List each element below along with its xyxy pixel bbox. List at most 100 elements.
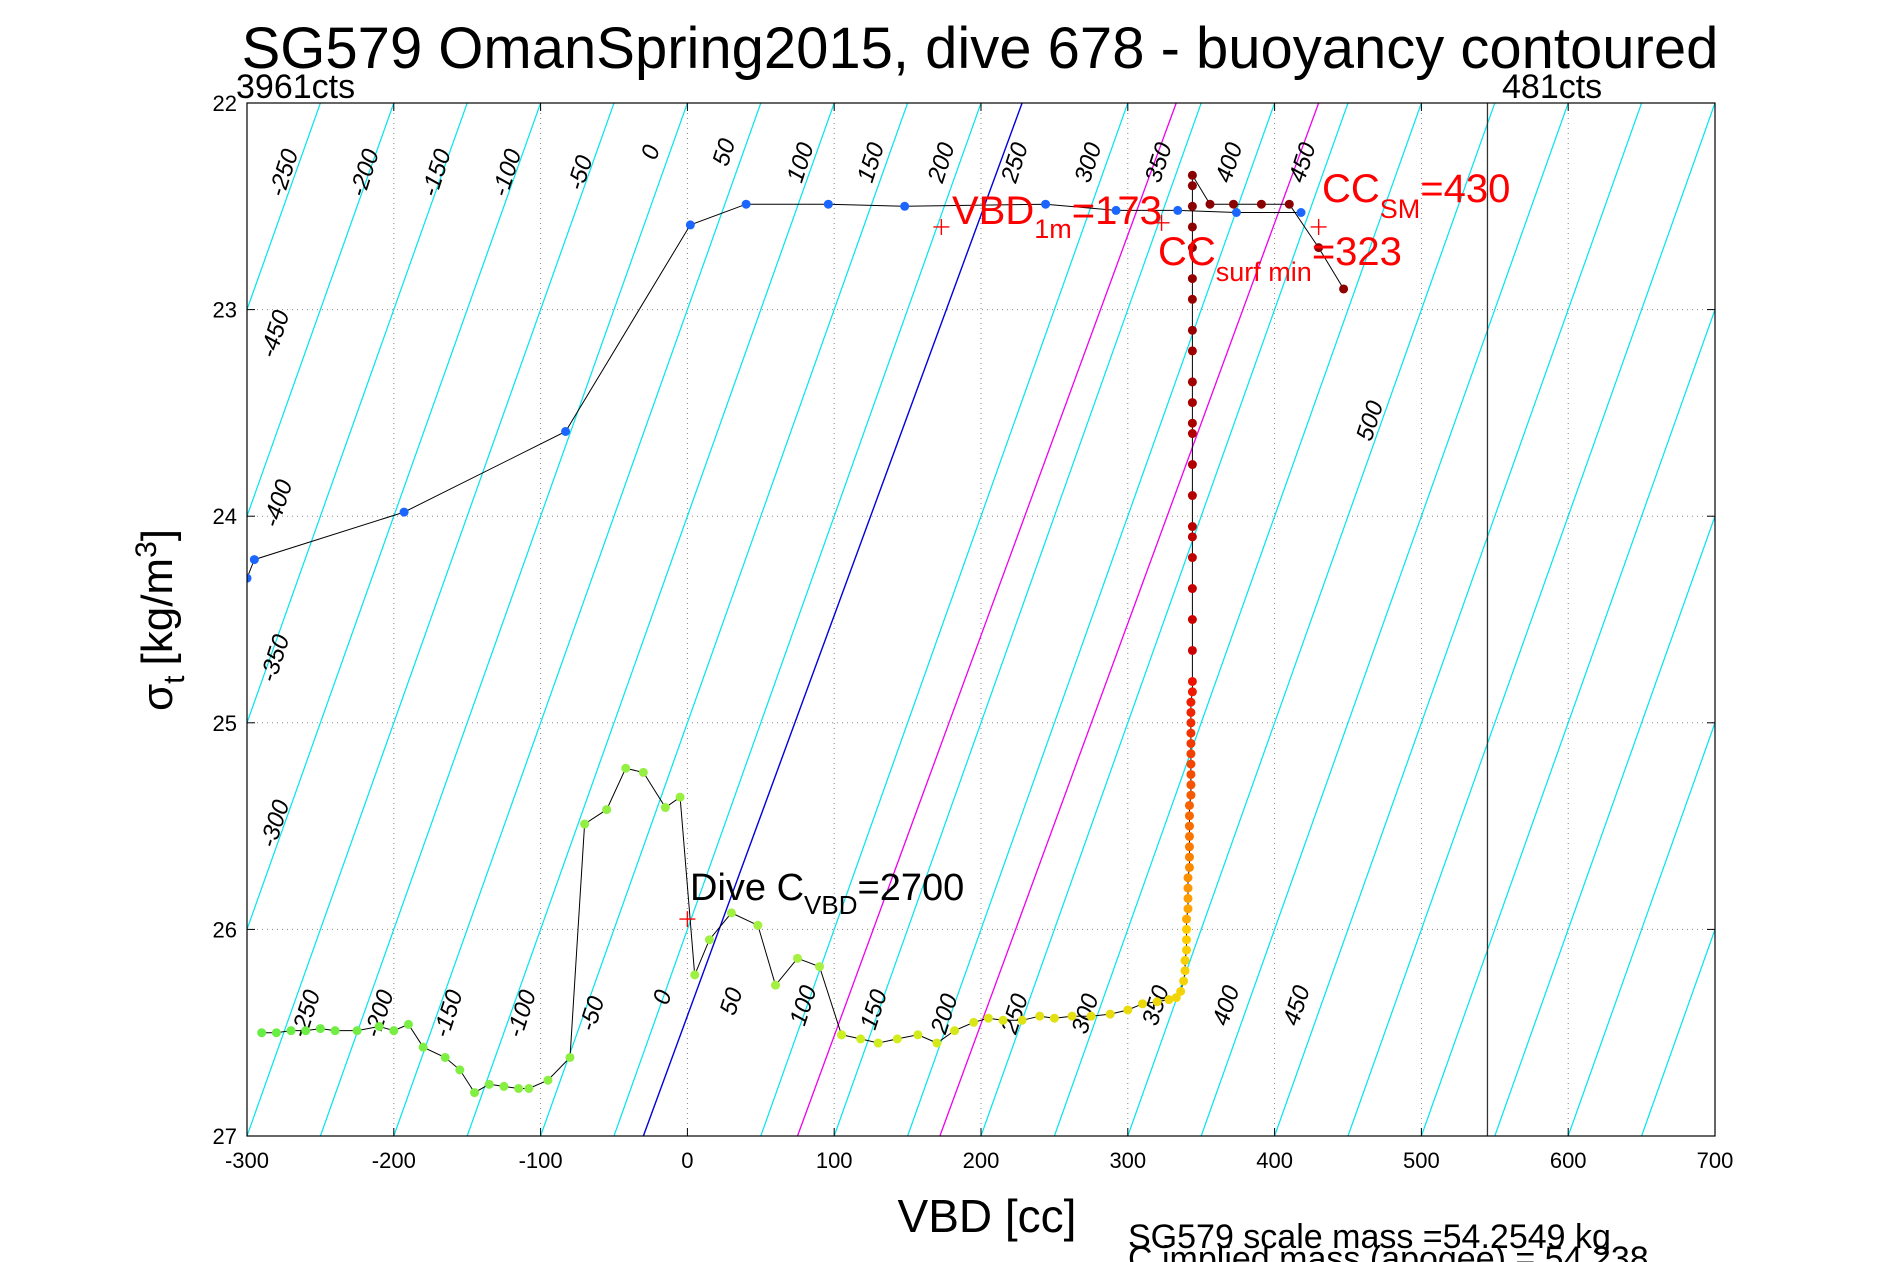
data-point bbox=[1041, 199, 1051, 209]
data-point bbox=[621, 763, 631, 773]
data-point bbox=[837, 1030, 847, 1040]
data-point bbox=[1184, 862, 1194, 872]
data-point bbox=[1184, 811, 1194, 821]
contour-label: -150 bbox=[428, 986, 469, 1041]
data-point bbox=[565, 1052, 575, 1062]
data-point bbox=[1231, 207, 1241, 217]
data-point bbox=[514, 1083, 524, 1093]
contour-label: 50 bbox=[715, 984, 749, 1018]
buoyancy-contour-line bbox=[393, 103, 762, 1136]
divecvbd-main: Dive C bbox=[690, 867, 804, 909]
buoyancy-contour-line bbox=[613, 103, 982, 1136]
density-reference-line bbox=[796, 103, 1177, 1136]
annotation-dive-cvbd: Dive CVBD=2700 bbox=[690, 867, 964, 920]
data-point bbox=[1256, 199, 1266, 209]
data-point bbox=[330, 1026, 340, 1036]
data-point bbox=[455, 1065, 465, 1075]
data-point bbox=[1187, 377, 1197, 387]
data-point bbox=[1228, 199, 1238, 209]
y-axis-label: σt [kg/m3] bbox=[130, 529, 191, 711]
chart-title: SG579 OmanSpring2015, dive 678 - buoyanc… bbox=[242, 16, 1719, 81]
data-point bbox=[741, 199, 751, 209]
data-point bbox=[770, 980, 780, 990]
data-point bbox=[932, 1038, 942, 1048]
data-point bbox=[1017, 1015, 1027, 1025]
contour-label: 0 bbox=[636, 141, 666, 163]
data-point bbox=[1137, 999, 1147, 1009]
data-point bbox=[1180, 955, 1190, 965]
data-point bbox=[543, 1075, 553, 1085]
data-point bbox=[389, 1026, 399, 1036]
buoyancy-contour-line bbox=[1494, 514, 1715, 1136]
data-point bbox=[1187, 181, 1197, 191]
data-point bbox=[1182, 924, 1192, 934]
implied-mass-text: C implied mass (apogee) = 54.238 bbox=[1128, 1240, 1649, 1262]
x-tick-label: -200 bbox=[372, 1148, 416, 1173]
ccsm-main: CC bbox=[1322, 167, 1380, 211]
data-point bbox=[1187, 584, 1197, 594]
data-point bbox=[969, 1017, 979, 1027]
contour-label: -50 bbox=[574, 993, 611, 1035]
data-point bbox=[1067, 1011, 1077, 1021]
data-point bbox=[301, 1026, 311, 1036]
data-point bbox=[1186, 780, 1196, 790]
buoyancy-contour-line bbox=[247, 103, 468, 725]
contour-label: 450 bbox=[1278, 982, 1316, 1029]
data-point bbox=[352, 1026, 362, 1036]
x-tick-label: 500 bbox=[1403, 1148, 1440, 1173]
data-point bbox=[1086, 1011, 1096, 1021]
y-tick-label: 22 bbox=[213, 91, 237, 116]
contour-label: 100 bbox=[782, 139, 820, 186]
data-point bbox=[1187, 170, 1197, 180]
data-point bbox=[983, 1013, 993, 1023]
buoyancy-contour-line bbox=[247, 103, 615, 1136]
ccsurfmin-main: CC bbox=[1158, 230, 1216, 274]
buoyancy-contour-line bbox=[760, 103, 1129, 1136]
buoyancy-contour-line bbox=[0, 103, 100, 1136]
data-point bbox=[815, 962, 825, 972]
contour-label: 400 bbox=[1207, 982, 1245, 1029]
contour-label: 150 bbox=[852, 139, 890, 186]
data-point bbox=[470, 1088, 480, 1098]
data-point bbox=[1183, 893, 1193, 903]
plot-frame bbox=[246, 102, 1716, 1137]
contour-label: 0 bbox=[648, 986, 678, 1008]
data-point bbox=[561, 426, 571, 436]
marker-cc-surf-min bbox=[1153, 214, 1170, 231]
data-point bbox=[1186, 769, 1196, 779]
data-point bbox=[1187, 325, 1197, 335]
data-point bbox=[1187, 615, 1197, 624]
data-point bbox=[1186, 697, 1196, 707]
data-point bbox=[1183, 883, 1193, 893]
buoyancy-contour-line bbox=[319, 103, 688, 1136]
data-point bbox=[399, 507, 409, 517]
counts-right: 481cts bbox=[1502, 68, 1602, 106]
series-path-dive_green bbox=[261, 767, 842, 1094]
data-point bbox=[856, 1034, 866, 1044]
data-point bbox=[1187, 398, 1197, 408]
data-point bbox=[1049, 1013, 1059, 1023]
ccsurfmin-value: =323 bbox=[1312, 230, 1402, 274]
data-point bbox=[1186, 790, 1196, 800]
data-point bbox=[1173, 205, 1183, 215]
data-point bbox=[1187, 429, 1197, 439]
data-point bbox=[374, 1022, 384, 1032]
data-point bbox=[1184, 842, 1194, 852]
data-point bbox=[793, 953, 802, 963]
data-point bbox=[1186, 738, 1196, 748]
data-point bbox=[685, 220, 695, 230]
data-point bbox=[602, 805, 612, 815]
data-point bbox=[1187, 294, 1197, 304]
contour-label: -300 bbox=[255, 796, 296, 851]
data-point bbox=[1187, 274, 1197, 284]
data-point bbox=[950, 1026, 960, 1036]
ccsm-value: =430 bbox=[1420, 167, 1510, 211]
data-point bbox=[580, 819, 590, 829]
x-axis-ticks: -300 -200 -100 0 100 200 300 400 500 600 700 bbox=[225, 103, 1733, 1173]
contour-label: -50 bbox=[562, 152, 599, 194]
buoyancy-contour-line bbox=[980, 103, 1349, 1136]
data-point bbox=[704, 935, 714, 945]
data-point bbox=[675, 792, 685, 802]
data-point bbox=[1339, 284, 1349, 294]
data-point bbox=[1187, 522, 1197, 532]
